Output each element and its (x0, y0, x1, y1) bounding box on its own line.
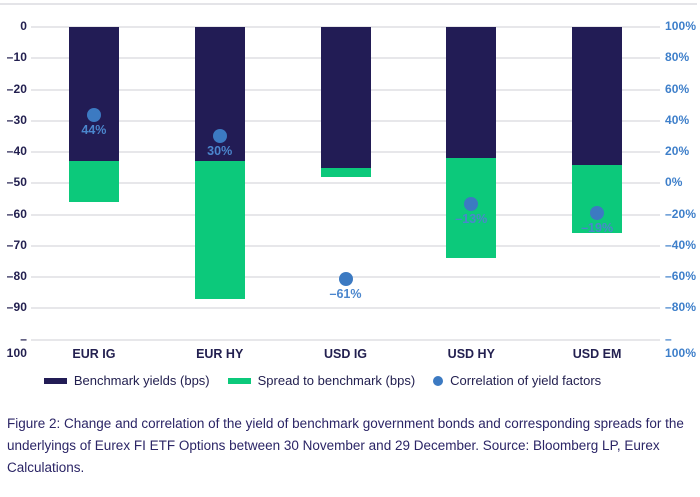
bar-spread-to-benchmark (194, 161, 245, 299)
category-label: EUR IG (72, 347, 116, 361)
left-axis-tick-label: –30 (6, 112, 27, 127)
legend-label: Correlation of yield factors (450, 373, 602, 388)
category-label: USD HY (447, 347, 495, 361)
right-axis-tick-label: –40% (665, 237, 697, 252)
correlation-value-label: –13% (455, 211, 488, 226)
left-axis-tick-label: –90 (6, 300, 27, 315)
legend-label: Spread to benchmark (bps) (257, 373, 416, 388)
chart-top-border (0, 3, 697, 5)
correlation-dot (464, 196, 479, 211)
bar-benchmark-yields (320, 27, 371, 168)
bar-spread-to-benchmark (68, 161, 119, 202)
left-axis-tick-label: 0 (20, 19, 27, 33)
chart-plot-area: 0 100% –10 80% –20 60% –30 40% –40 20% –50 0% –60 –20… (0, 3, 697, 361)
bar-benchmark-yields (572, 27, 623, 165)
left-axis-tick-label: –70 (6, 237, 27, 252)
right-axis-tick-label: –20% (665, 206, 697, 221)
correlation-dot (212, 129, 227, 144)
right-axis-tick-label: 40% (665, 112, 690, 127)
left-axis-tick-label: –60 (6, 206, 27, 221)
category-label: USD IG (323, 347, 368, 361)
right-axis-tick-label: –100% (665, 331, 697, 360)
legend-item: Spread to benchmark (bps) (227, 373, 416, 388)
left-axis-tick-label: –20 (6, 81, 27, 96)
grid-line (31, 244, 660, 247)
right-axis-tick-label: –60% (665, 269, 697, 283)
bar-spread-to-benchmark (572, 164, 623, 234)
figure-caption: Figure 2: Change and correlation of the … (7, 416, 684, 475)
right-axis-tick-label: 80% (665, 50, 690, 65)
right-axis-tick-label: –80% (665, 300, 697, 315)
legend-item: Benchmark yields (bps) (43, 373, 210, 388)
correlation-dot (338, 271, 353, 286)
correlation-value-label: –19% (581, 220, 614, 235)
right-axis-tick-label: 0% (665, 175, 683, 190)
grid-line (31, 213, 660, 216)
legend-label: Benchmark yields (bps) (73, 373, 210, 388)
grid-line (31, 338, 660, 341)
left-axis-tick-label: –50 (6, 175, 27, 190)
left-axis-tick-label: –10 (6, 50, 27, 65)
legend-item: Correlation of yield factors (433, 373, 601, 388)
legend-bar-swatch (227, 377, 251, 384)
correlation-value-label: –61% (329, 286, 362, 301)
left-axis-tick-label: –100 (6, 331, 27, 360)
right-axis-tick-label: 100% (665, 19, 697, 33)
left-axis-tick-label: –80 (6, 269, 27, 283)
right-axis-tick-label: 20% (665, 144, 690, 158)
bar-benchmark-yields (446, 27, 497, 159)
correlation-dot (590, 205, 605, 220)
legend-dot-swatch (433, 375, 444, 386)
legend-bar-swatch (43, 377, 67, 384)
bar-spread-to-benchmark (320, 167, 371, 177)
category-label: USD EM (572, 347, 622, 361)
chart-legend: Benchmark yields (bps) Spread to benchmar… (0, 373, 645, 388)
category-label: EUR HY (196, 347, 244, 361)
grid-line (31, 307, 660, 310)
right-axis-tick-label: 60% (665, 81, 690, 96)
left-axis-tick-label: –40 (6, 144, 27, 158)
bar-benchmark-yields (68, 27, 119, 162)
correlation-value-label: 30% (207, 144, 233, 159)
correlation-value-label: 44% (81, 122, 107, 137)
correlation-dot (86, 107, 101, 122)
grid-line (31, 182, 660, 185)
